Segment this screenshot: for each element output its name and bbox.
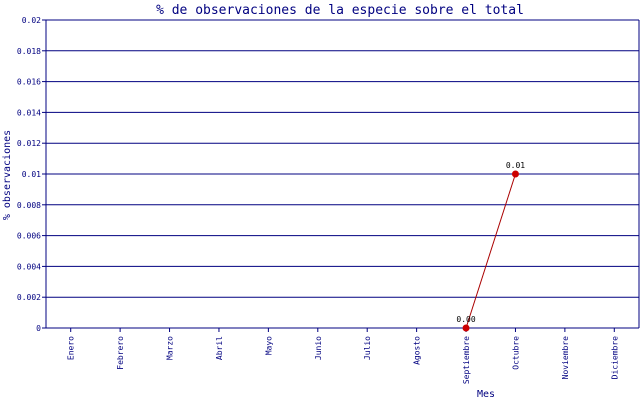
x-tick-label: Agosto — [413, 336, 422, 365]
y-tick-label: 0.008 — [17, 201, 41, 210]
data-label: 0.01 — [506, 161, 525, 170]
chart-title: % de observaciones de la especie sobre e… — [156, 3, 524, 18]
x-tick-label: Diciembre — [610, 336, 619, 380]
y-tick-label: 0.004 — [17, 262, 41, 271]
x-tick-label: Septiembre — [462, 336, 471, 384]
y-tick-label: 0.012 — [17, 139, 41, 148]
x-tick-label: Julio — [363, 336, 372, 360]
y-tick-label: 0.014 — [17, 108, 41, 117]
data-point — [511, 170, 519, 178]
x-tick-label: Enero — [67, 336, 76, 360]
y-tick-label: 0.002 — [17, 293, 41, 302]
y-tick-label: 0.016 — [17, 78, 41, 87]
y-axis-label: % observaciones — [2, 130, 13, 220]
grid-lines — [42, 19, 639, 329]
x-tick-label: Febrero — [116, 336, 125, 370]
y-tick-labels: 0 0.002 0.004 0.006 0.008 0.01 0.012 0.014 0.016… — [17, 16, 41, 333]
x-tick-label: Abril — [215, 336, 224, 360]
series-line — [465, 173, 516, 329]
y-tick-label: 0.01 — [22, 170, 41, 179]
y-tick-label: 0 — [36, 324, 41, 333]
x-tick-label: Noviembre — [561, 336, 570, 380]
axes — [45, 20, 640, 332]
data-series: 0.00 0.01 — [456, 161, 525, 332]
y-tick-label: 0.006 — [17, 232, 41, 241]
x-tick-label: Junio — [314, 336, 323, 360]
x-axis-label: Mes — [477, 389, 495, 400]
x-tick-label: Mayo — [264, 336, 273, 355]
x-tick-label: Marzo — [166, 336, 175, 360]
x-tick-labels: Enero Febrero Marzo Abril Mayo Junio Julio Agos… — [67, 336, 620, 384]
data-label: 0.00 — [456, 315, 475, 324]
y-tick-label: 0.018 — [17, 47, 41, 56]
data-point — [462, 324, 470, 332]
y-tick-label: 0.02 — [22, 16, 41, 25]
x-tick-label: Octubre — [511, 336, 520, 370]
